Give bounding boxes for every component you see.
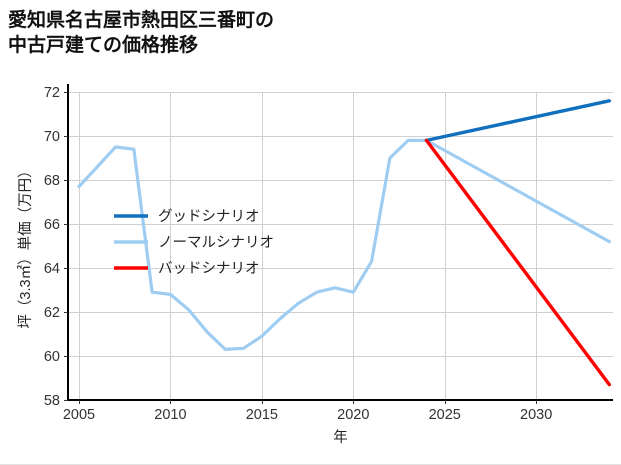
x-tick-label: 2030 — [520, 407, 552, 423]
y-axis-title: 坪（3.3㎡）単価（万円） — [17, 163, 34, 328]
x-tick-label: 2010 — [154, 407, 186, 423]
x-tick-label: 2025 — [429, 407, 461, 423]
series-line-normal — [77, 138, 611, 351]
y-tick-label: 58 — [44, 393, 60, 409]
y-tick-labels: 58 60 62 64 66 68 70 72 — [44, 85, 68, 409]
y-tick-label: 68 — [44, 173, 60, 189]
series-line-good — [424, 99, 612, 143]
x-tick-labels: 2005 2010 2015 2020 2025 2030 — [63, 400, 552, 423]
x-axis-title: 年 — [333, 429, 348, 446]
y-tick-label: 62 — [44, 305, 60, 321]
legend-label-bad: バッドシナリオ — [158, 261, 260, 277]
series-line-bad — [424, 138, 612, 387]
y-tick-label: 60 — [44, 349, 60, 365]
gridlines — [68, 92, 613, 401]
y-tick-label: 70 — [44, 129, 60, 145]
legend-label-good: グッドシナリオ — [158, 208, 260, 225]
y-tick-label: 64 — [44, 261, 60, 277]
y-tick-label: 72 — [44, 85, 60, 101]
x-tick-label: 2015 — [246, 407, 278, 423]
series-group — [77, 99, 612, 387]
x-tick-label: 2020 — [337, 407, 369, 423]
y-tick-label: 66 — [44, 217, 60, 233]
axes — [66, 84, 613, 402]
page-title: 愛知県名古屋市熱田区三番町の 中古戸建ての価格推移 — [8, 10, 275, 57]
x-tick-label: 2005 — [63, 407, 95, 423]
legend-label-normal: ノーマルシナリオ — [158, 235, 274, 251]
